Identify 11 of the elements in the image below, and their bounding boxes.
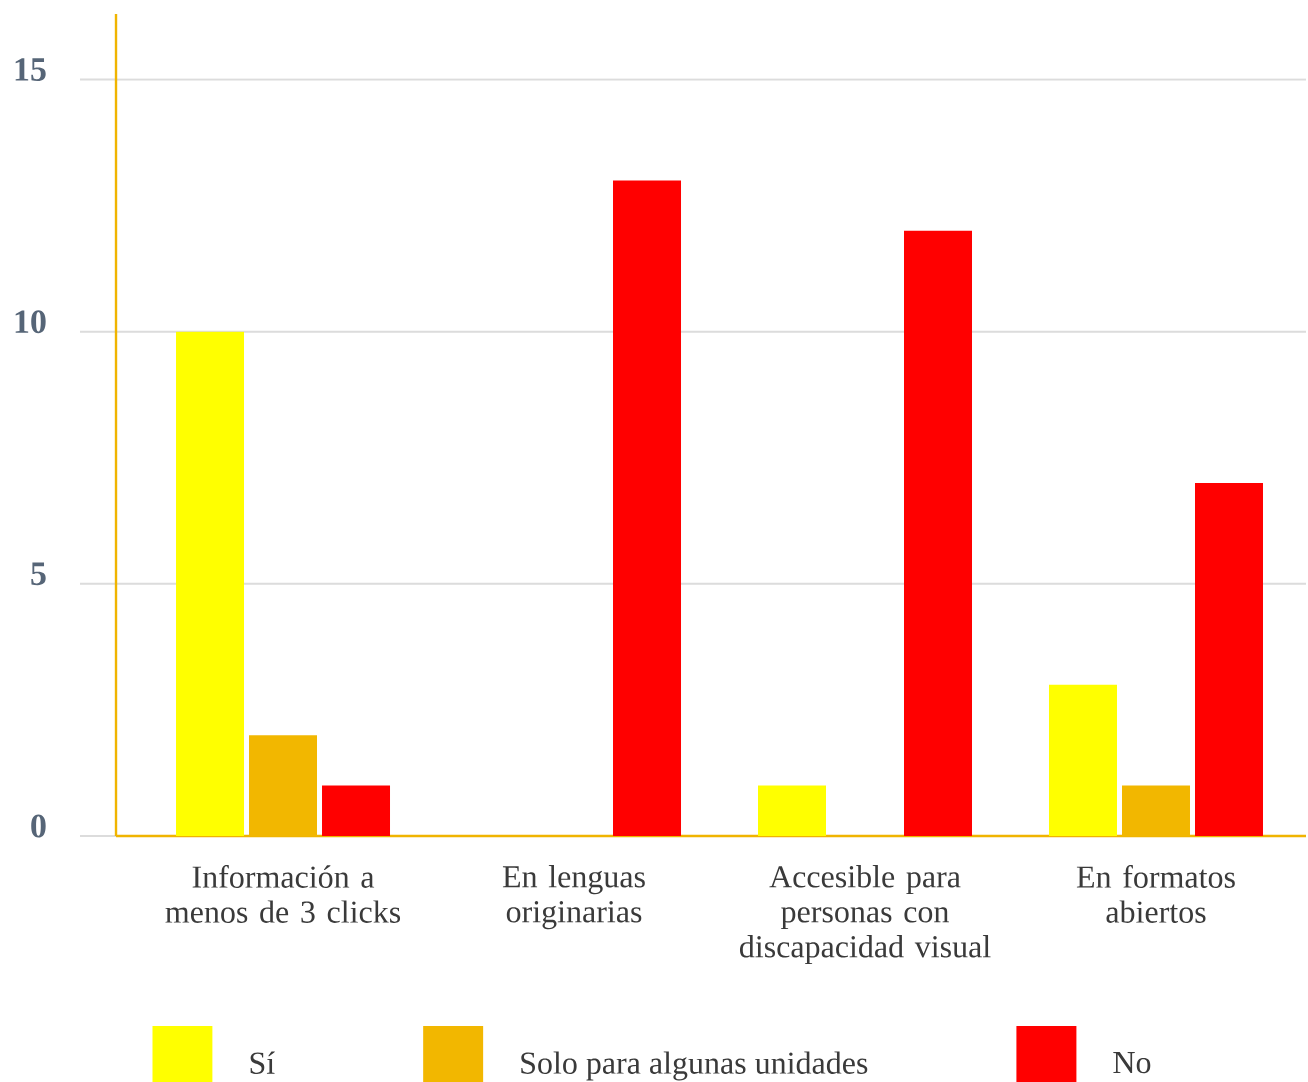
legend-label: Sí <box>250 1051 275 1074</box>
y-tick-label: 15 <box>15 58 46 81</box>
x-tick-label: En formatos abiertos <box>1076 865 1235 923</box>
x-tick-label: Información a menos de 3 clicks <box>165 865 401 923</box>
legend-label: No <box>1113 1052 1151 1074</box>
x-tick-label: Accesible para personas con discapacidad visual <box>739 865 991 965</box>
legend-label: Solo para algunas unidades <box>521 1051 868 1081</box>
y-tick-label: 0 <box>31 814 46 838</box>
y-tick-label: 10 <box>15 310 46 334</box>
y-tick-label: 5 <box>31 562 46 586</box>
x-tick-label: En lenguas originarias <box>502 865 645 930</box>
